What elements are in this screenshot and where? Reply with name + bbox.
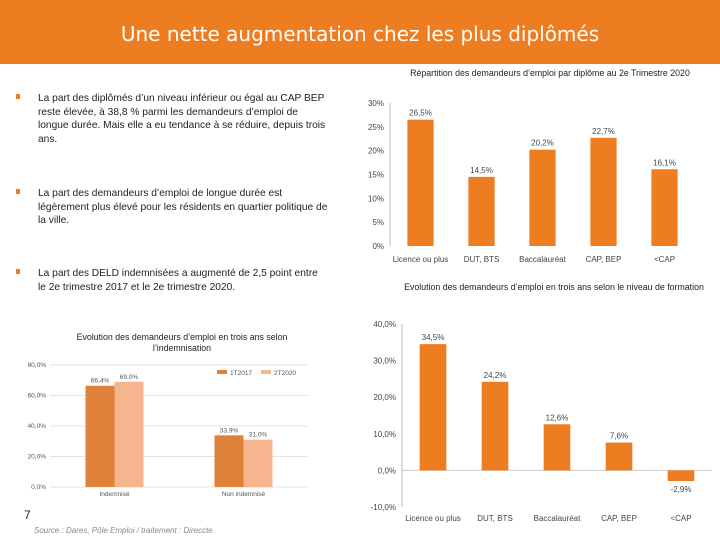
y-tick-label: 20,0% xyxy=(373,393,396,402)
y-tick-label: 10% xyxy=(368,194,384,203)
bullet-marker-icon xyxy=(16,94,20,99)
bullet-item: La part des DELD indemnisées a augmenté … xyxy=(16,267,328,294)
legend-label: 1T2017 xyxy=(230,370,252,377)
y-tick-label: 25% xyxy=(368,123,384,132)
data-label: 66,4% xyxy=(91,378,110,385)
bar xyxy=(214,435,244,487)
data-label: 12,6% xyxy=(546,413,569,422)
y-tick-label: 5% xyxy=(372,218,384,227)
bullet-item: La part des demandeurs d’emploi de longu… xyxy=(16,187,328,228)
data-label: 34,5% xyxy=(422,333,445,342)
bullet-text: La part des DELD indemnisées a augmenté … xyxy=(38,268,318,293)
data-label: 22,7% xyxy=(592,127,615,136)
header-banner: Une nette augmentation chez les plus dip… xyxy=(0,0,720,64)
bullet-item: La part des diplômés d’un niveau inférie… xyxy=(16,92,328,146)
bar xyxy=(114,381,144,487)
page-number: 7 xyxy=(24,508,31,522)
y-tick-label: 0,0% xyxy=(378,466,396,475)
bar xyxy=(85,385,115,487)
category-label: DUT, BTS xyxy=(464,255,500,264)
chart-formation-title: Evolution des demandeurs d’emploi en tro… xyxy=(404,282,704,292)
chart-diploma-distribution: 0% 5% 10% 15% 20% 25% 30% 26,5% Licence ou plus 1… xyxy=(368,99,678,264)
bar xyxy=(605,442,633,471)
category-label: Indemnisé xyxy=(100,491,130,498)
bar xyxy=(529,149,556,246)
bullet-marker-icon xyxy=(16,189,20,194)
y-tick-label: 60,0% xyxy=(28,393,47,400)
bullet-text: La part des diplômés d’un niveau inférie… xyxy=(38,93,326,145)
bar xyxy=(590,137,617,246)
y-tick-label: 15% xyxy=(368,171,384,180)
chart-formation-evolution: -10,0% 0,0% 10,0% 20,0% 30,0% 40,0% 34,5% Licen… xyxy=(371,320,712,523)
category-label: Licence ou plus xyxy=(393,255,449,264)
bar xyxy=(651,169,678,246)
y-tick-label: 10,0% xyxy=(373,430,396,439)
category-label: CAP, BEP xyxy=(601,514,637,523)
bar xyxy=(468,176,495,246)
category-label: Non indemnisé xyxy=(222,491,266,498)
data-label: 69,0% xyxy=(120,374,139,381)
y-tick-label: 30,0% xyxy=(373,357,396,366)
y-tick-label: 40,0% xyxy=(373,320,396,329)
source-note: Source : Dares, Pôle Emploi / traitement… xyxy=(34,526,213,535)
category-label: Baccalauréat xyxy=(519,255,566,264)
data-label: 16,1% xyxy=(653,158,676,167)
data-label: 26,5% xyxy=(409,109,432,118)
legend-label: 2T2020 xyxy=(274,370,296,377)
data-label: 20,2% xyxy=(531,139,554,148)
y-tick-label: 20,0% xyxy=(28,454,47,461)
category-label: <CAP xyxy=(670,514,691,523)
category-label: CAP, BEP xyxy=(586,255,622,264)
y-tick-label: 80,0% xyxy=(28,362,47,369)
legend-swatch xyxy=(261,370,271,374)
y-tick-label: -10,0% xyxy=(371,503,396,512)
data-label: 24,2% xyxy=(484,371,507,380)
category-label: Baccalauréat xyxy=(534,514,581,523)
data-label: -2,9% xyxy=(671,485,692,494)
data-label: 31,0% xyxy=(249,432,268,439)
y-tick-label: 20% xyxy=(368,147,384,156)
bar xyxy=(407,119,434,246)
data-label: 7,6% xyxy=(610,432,628,441)
chart-diploma-title: Répartition des demandeurs d’emploi par … xyxy=(410,68,690,78)
bar xyxy=(419,344,447,471)
legend-swatch xyxy=(217,370,227,374)
bullet-marker-icon xyxy=(16,269,20,274)
bullet-text: La part des demandeurs d’emploi de longu… xyxy=(38,188,328,226)
bar xyxy=(543,424,571,471)
bar xyxy=(667,470,695,482)
data-label: 14,5% xyxy=(470,166,493,175)
chart-indemnisation-evolution: 0,0% 20,0% 40,0% 60,0% 80,0% 66,4% 69,0% Indemn… xyxy=(28,362,308,498)
data-label: 33,9% xyxy=(220,427,239,434)
category-label: DUT, BTS xyxy=(477,514,513,523)
page-title: Une nette augmentation chez les plus dip… xyxy=(120,22,600,46)
y-tick-label: 40,0% xyxy=(28,423,47,430)
y-tick-label: 30% xyxy=(368,99,384,108)
category-label: Licence ou plus xyxy=(405,514,461,523)
bar xyxy=(243,439,273,487)
y-tick-label: 0% xyxy=(372,242,384,251)
category-label: <CAP xyxy=(654,255,675,264)
y-tick-label: 0,0% xyxy=(31,484,46,491)
bar xyxy=(481,381,509,471)
chart-indemnisation-title: Evolution des demandeurs d’emploi en tro… xyxy=(76,332,288,353)
